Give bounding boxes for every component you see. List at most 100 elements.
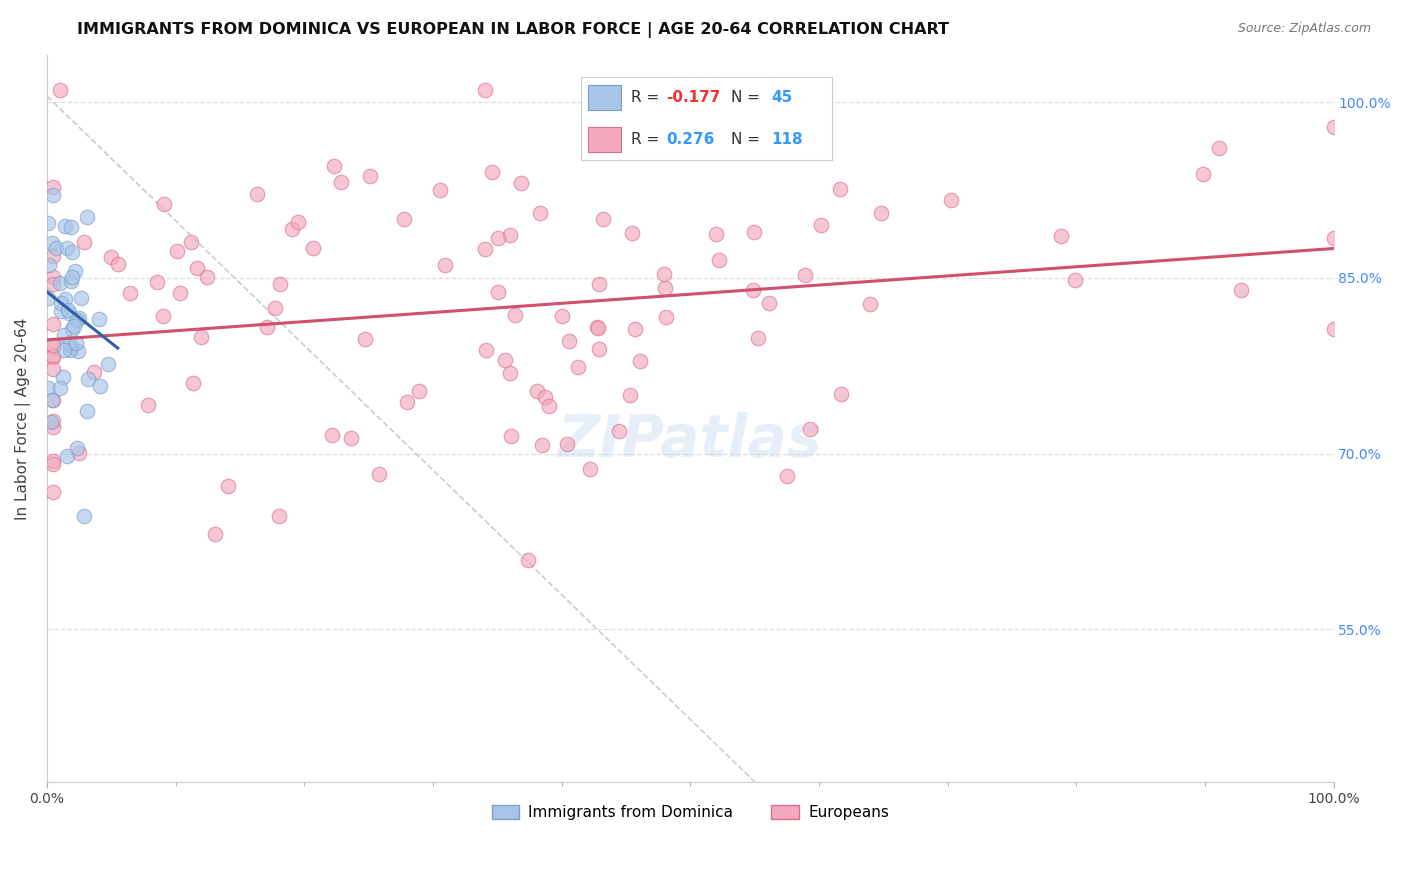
Point <box>66 441 89 455</box>
Point <box>42 277 65 292</box>
Point <box>42 317 65 331</box>
Point <box>1322 231 1344 245</box>
Point <box>42 457 65 471</box>
Point <box>51 304 73 318</box>
Point <box>530 438 553 452</box>
Point <box>166 244 188 259</box>
Point <box>558 334 581 348</box>
Point <box>742 283 765 297</box>
Point <box>264 301 287 315</box>
Point <box>793 268 815 283</box>
Point <box>49 83 72 97</box>
Point <box>499 227 522 242</box>
Point <box>711 110 734 124</box>
Point <box>38 258 60 272</box>
Point <box>267 509 290 524</box>
Point <box>619 388 641 402</box>
Point <box>533 390 555 404</box>
Point <box>169 285 191 300</box>
Point <box>287 215 309 229</box>
Point <box>60 322 83 336</box>
Point <box>706 227 728 241</box>
Point <box>87 312 110 326</box>
Point <box>49 276 72 290</box>
Point <box>804 126 827 140</box>
Text: ZIPatlas: ZIPatlas <box>558 412 823 468</box>
Point <box>510 176 533 190</box>
Point <box>329 175 352 189</box>
Point <box>808 83 831 97</box>
Point <box>707 253 730 268</box>
Point <box>186 260 208 275</box>
Point <box>499 366 522 380</box>
Point <box>42 249 65 263</box>
Point <box>62 245 84 260</box>
Point <box>73 235 96 249</box>
Point <box>42 362 65 376</box>
Point <box>58 306 80 320</box>
Point <box>136 398 159 412</box>
Point <box>367 467 389 482</box>
Point <box>537 399 560 413</box>
Point <box>42 420 65 434</box>
Point <box>776 469 799 483</box>
Point <box>758 296 780 310</box>
Point <box>76 211 98 225</box>
Point <box>41 415 63 429</box>
Point <box>180 235 202 249</box>
Point <box>321 428 343 442</box>
Point <box>395 394 418 409</box>
Point <box>621 226 644 240</box>
Point <box>42 351 65 365</box>
Point <box>42 453 65 467</box>
Point <box>107 256 129 270</box>
Point <box>269 277 291 291</box>
Point <box>1208 141 1230 155</box>
Point <box>69 291 91 305</box>
Point <box>190 330 212 344</box>
Point <box>52 343 75 357</box>
Point <box>67 311 90 326</box>
Point <box>63 318 86 333</box>
Point <box>323 159 346 173</box>
Point <box>486 285 509 300</box>
Point <box>654 310 676 325</box>
Point <box>60 219 83 234</box>
Point <box>41 392 63 407</box>
Point <box>197 270 219 285</box>
Point <box>69 446 91 460</box>
Point <box>73 508 96 523</box>
Point <box>474 242 496 256</box>
Point <box>66 344 89 359</box>
Point <box>828 182 851 196</box>
Point <box>578 462 600 476</box>
Point <box>474 343 496 357</box>
Point <box>517 553 540 567</box>
Text: IMMIGRANTS FROM DOMINICA VS EUROPEAN IN LABOR FORCE | AGE 20-64 CORRELATION CHAR: IMMIGRANTS FROM DOMINICA VS EUROPEAN IN … <box>77 22 949 38</box>
Point <box>302 241 325 255</box>
Point <box>76 404 98 418</box>
Point <box>37 291 59 305</box>
Point <box>245 186 267 201</box>
Point <box>76 372 98 386</box>
Point <box>66 312 89 326</box>
Point <box>256 320 278 334</box>
Point <box>49 382 72 396</box>
Point <box>45 241 67 255</box>
Point <box>429 182 451 196</box>
Point <box>83 365 105 379</box>
Point <box>433 259 456 273</box>
Point <box>550 309 572 323</box>
Point <box>486 230 509 244</box>
Point <box>153 197 176 211</box>
Point <box>624 322 647 336</box>
Point <box>42 392 65 407</box>
Point <box>481 165 503 179</box>
Point <box>59 343 82 357</box>
Point <box>799 422 821 436</box>
Point <box>870 206 893 220</box>
Point <box>494 353 516 368</box>
Point <box>42 180 65 194</box>
Point <box>120 286 142 301</box>
Point <box>941 193 963 207</box>
